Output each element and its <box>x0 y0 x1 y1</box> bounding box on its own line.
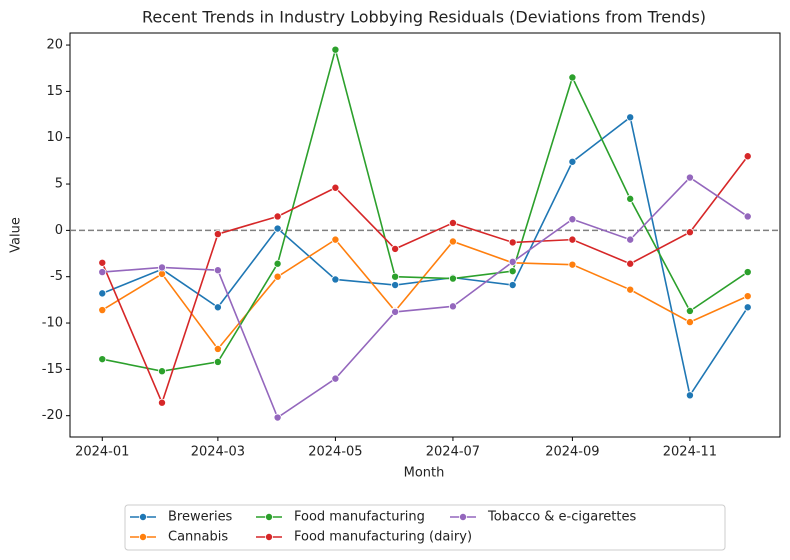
legend: Breweries Cannabis Food manufacturing Food … <box>124 504 726 551</box>
legend-label: Food manufacturing (dairy) <box>294 530 472 545</box>
point <box>508 267 517 276</box>
y-tick-label: 15 <box>46 84 63 99</box>
point <box>331 235 340 244</box>
point <box>391 272 400 281</box>
legend-marker <box>458 513 467 522</box>
legend-marker <box>138 513 147 522</box>
x-tick-label: 2024-09 <box>545 445 599 460</box>
legend-marker <box>264 513 273 522</box>
y-tick-label: 0 <box>55 223 63 238</box>
point <box>448 218 457 227</box>
point <box>213 266 222 275</box>
point <box>626 194 635 203</box>
point <box>391 281 400 290</box>
point <box>685 391 694 400</box>
point <box>331 374 340 383</box>
point <box>743 292 752 301</box>
series-line <box>101 155 749 405</box>
point <box>626 285 635 294</box>
y-axis-label: Value <box>9 217 24 253</box>
point <box>743 268 752 277</box>
x-tick-label: 2024-03 <box>191 445 245 460</box>
series-line <box>101 115 749 398</box>
point <box>273 212 282 221</box>
y-tick-label: -20 <box>42 408 63 423</box>
legend-marker <box>264 533 273 542</box>
chart-title: Recent Trends in Industry Lobbying Resid… <box>142 8 706 27</box>
point <box>158 263 167 272</box>
point <box>273 224 282 233</box>
legend-label: Cannabis <box>168 530 228 545</box>
point <box>685 228 694 237</box>
series-line <box>102 46 749 373</box>
legend-label: Food manufacturing <box>294 510 425 525</box>
x-tick-label: 2024-01 <box>75 445 129 460</box>
point <box>273 259 282 268</box>
y-tick-label: -5 <box>50 269 63 284</box>
point <box>568 215 577 224</box>
point <box>626 259 635 268</box>
point <box>568 235 577 244</box>
point <box>685 173 694 182</box>
y-tick-label: 5 <box>55 177 63 192</box>
point <box>98 355 107 364</box>
y-tick-label: -10 <box>42 316 63 331</box>
point <box>391 307 400 316</box>
point <box>568 73 577 82</box>
y-tick-label: -15 <box>42 362 63 377</box>
point <box>213 230 222 239</box>
point <box>158 367 167 376</box>
point <box>98 268 107 277</box>
legend-marker <box>138 533 147 542</box>
series-line <box>102 176 749 419</box>
point <box>158 398 167 407</box>
point <box>743 152 752 161</box>
point <box>331 275 340 284</box>
x-tick-label: 2024-07 <box>426 445 480 460</box>
point <box>508 257 517 266</box>
point <box>626 235 635 244</box>
point <box>213 344 222 353</box>
legend-label: Tobacco & e-cigarettes <box>487 510 636 525</box>
point <box>213 303 222 312</box>
point <box>568 260 577 269</box>
x-axis-label: Month <box>404 466 445 481</box>
point <box>273 413 282 422</box>
point <box>743 212 752 221</box>
series-line <box>101 238 749 351</box>
x-tick-label: 2024-05 <box>308 445 362 460</box>
plot-area <box>69 32 781 438</box>
y-tick-label: 20 <box>46 38 63 53</box>
point <box>508 238 517 247</box>
point <box>98 306 107 315</box>
y-tick-label: 10 <box>46 130 63 145</box>
point <box>743 303 752 312</box>
point <box>448 302 457 311</box>
point <box>331 45 340 54</box>
point <box>98 289 107 298</box>
point <box>331 183 340 192</box>
point <box>273 272 282 281</box>
point <box>685 306 694 315</box>
point <box>98 258 107 267</box>
point <box>448 274 457 283</box>
point <box>568 157 577 166</box>
point <box>685 318 694 327</box>
point <box>391 244 400 253</box>
legend-label: Breweries <box>168 510 233 525</box>
point <box>626 113 635 122</box>
point <box>508 281 517 290</box>
x-tick-label: 2024-11 <box>663 445 717 460</box>
point <box>448 237 457 246</box>
point <box>213 357 222 366</box>
